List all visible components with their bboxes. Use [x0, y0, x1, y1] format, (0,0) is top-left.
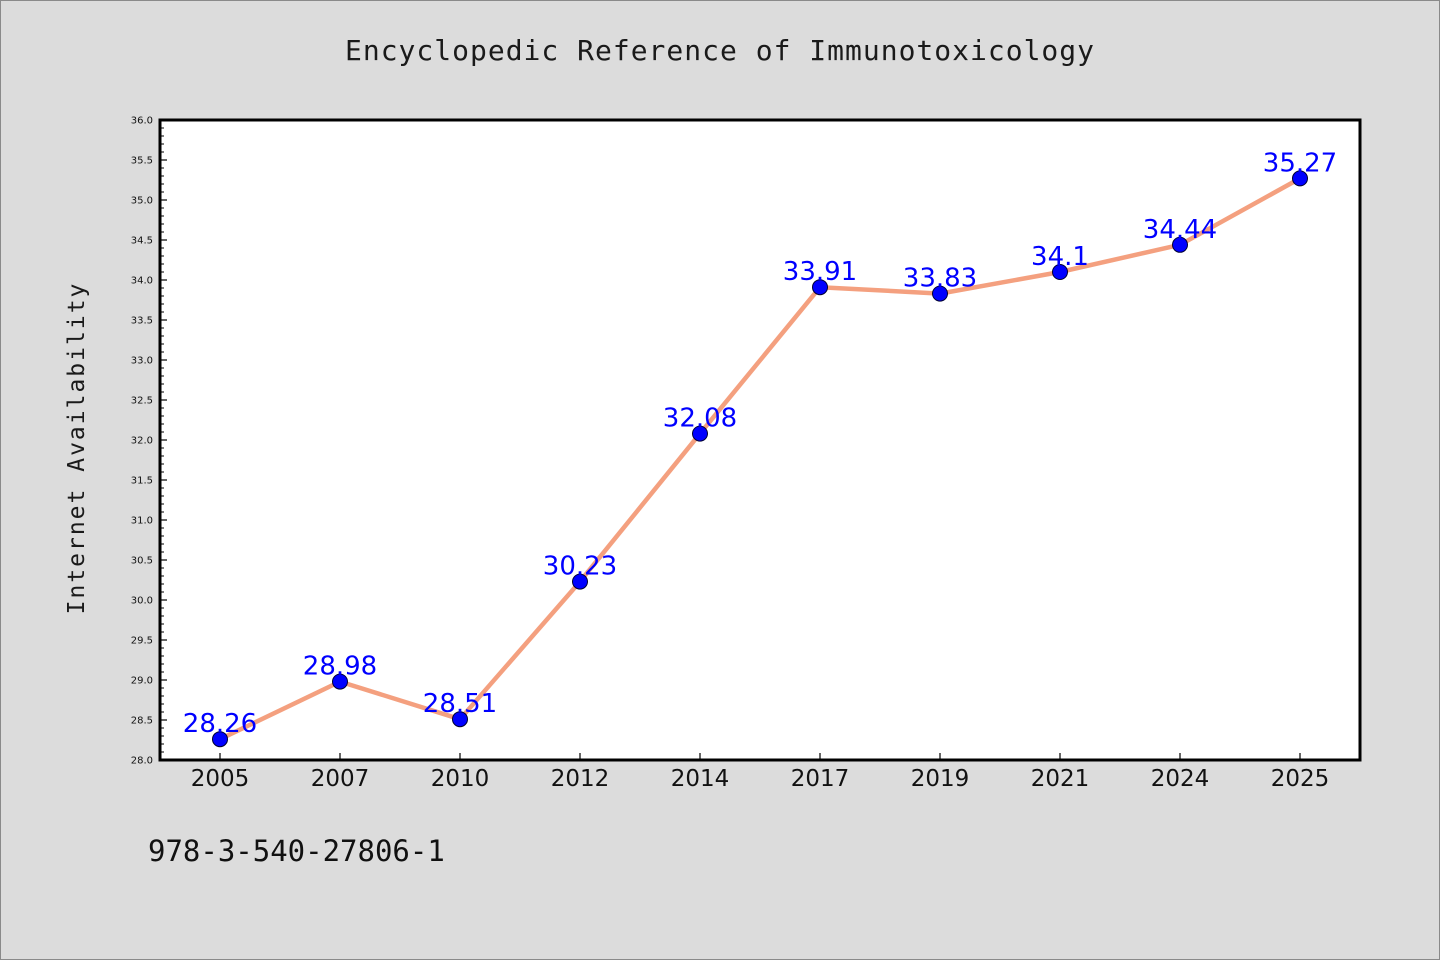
data-point: [692, 425, 708, 442]
data-point: [812, 279, 828, 296]
y-tick-label: 30.5: [131, 556, 153, 567]
plot-border: [158, 118, 1362, 762]
y-tick-label: 36.0: [131, 116, 153, 127]
series-line: [217, 176, 1303, 742]
data-label: 32.08: [663, 404, 737, 434]
plot-area: [160, 120, 1360, 760]
data-point: [1292, 170, 1308, 187]
y-tick-label: 29.5: [131, 636, 153, 647]
data-label: 28.26: [183, 709, 257, 739]
x-tick-label: 2024: [1151, 766, 1210, 792]
y-tick-label: 28.0: [131, 756, 153, 767]
x-tick-label: 2012: [551, 766, 610, 792]
y-tick-label: 32.0: [131, 436, 153, 447]
data-label: 34.1: [1031, 242, 1089, 272]
y-tick-label: 35.5: [131, 156, 153, 167]
y-tick-label: 34.0: [131, 276, 153, 287]
y-tick-label: 28.5: [131, 716, 153, 727]
data-label: 34.44: [1143, 215, 1217, 245]
data-point: [1172, 236, 1188, 253]
x-tick-label: 2014: [671, 766, 730, 792]
x-tick-label: 2010: [431, 766, 490, 792]
y-tick-label: 35.0: [131, 196, 153, 207]
data-point: [332, 673, 348, 690]
data-label: 33.83: [903, 264, 977, 294]
x-tick-label: 2007: [311, 766, 370, 792]
data-point: [452, 711, 468, 728]
data-label: 33.91: [783, 257, 857, 287]
x-tick-label: 2021: [1031, 766, 1090, 792]
data-label: 30.23: [543, 552, 617, 582]
y-tick-label: 30.0: [131, 596, 153, 607]
data-point: [212, 731, 228, 748]
data-point: [932, 285, 948, 302]
isbn-text: 978-3-540-27806-1: [148, 834, 445, 868]
y-tick-label: 33.5: [131, 316, 153, 327]
x-tick-label: 2017: [791, 766, 850, 792]
data-point: [572, 573, 588, 590]
x-tick-label: 2019: [911, 766, 970, 792]
data-point: [1052, 264, 1068, 280]
data-label: 28.98: [303, 652, 377, 682]
y-tick-label: 34.5: [131, 236, 153, 247]
y-tick-label: 29.0: [131, 676, 153, 687]
y-tick-label: 31.0: [131, 516, 153, 527]
y-tick-label: 31.5: [131, 476, 153, 487]
data-label: 35.27: [1263, 148, 1337, 178]
y-tick-label: 33.0: [131, 356, 153, 367]
data-label: 28.51: [423, 689, 497, 719]
chart-title: Encyclopedic Reference of Immunotoxicolo…: [344, 34, 1095, 67]
y-tick-label: 32.5: [131, 396, 153, 407]
x-tick-label: 2005: [191, 766, 250, 792]
x-tick-label: 2025: [1271, 766, 1330, 792]
